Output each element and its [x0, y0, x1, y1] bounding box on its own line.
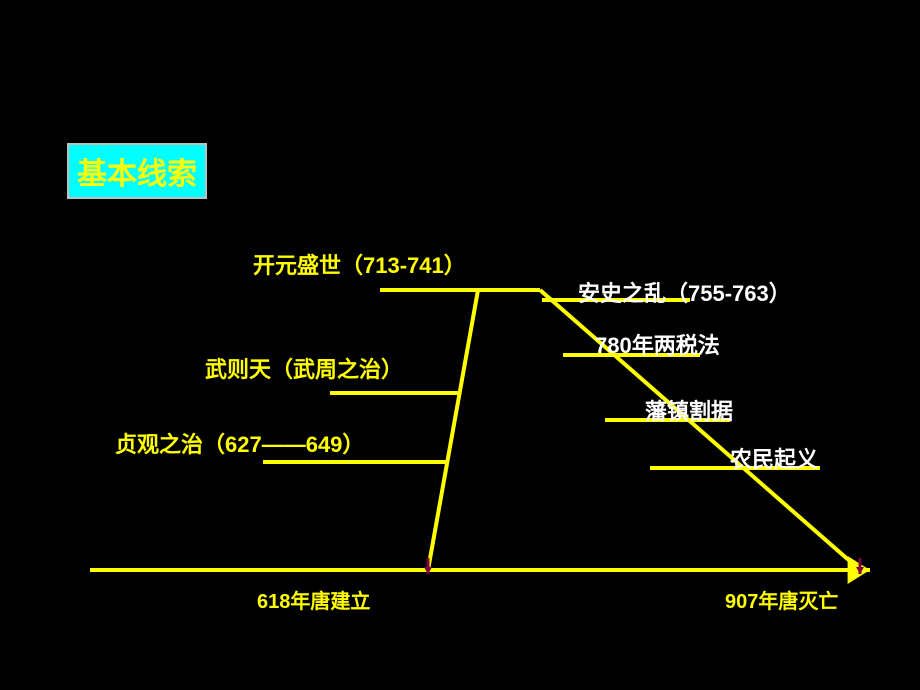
title-text: 基本线索: [77, 158, 197, 191]
title-box: 基本线索: [67, 143, 207, 199]
left-label-1: 武则天（武周之治）: [205, 352, 403, 384]
right-label-3: 农民起义: [730, 442, 818, 474]
axis-label-1: 907年唐灭亡: [725, 585, 838, 614]
right-label-1: 780年两税法: [595, 328, 720, 360]
left-label-2: 贞观之治（627——649）: [115, 427, 364, 459]
left-label-0: 开元盛世（713-741）: [253, 248, 466, 280]
right-label-0: 安史之乱（755-763）: [578, 276, 791, 308]
axis-label-0: 618年唐建立: [257, 585, 370, 614]
right-label-2: 藩镇割据: [645, 394, 733, 426]
